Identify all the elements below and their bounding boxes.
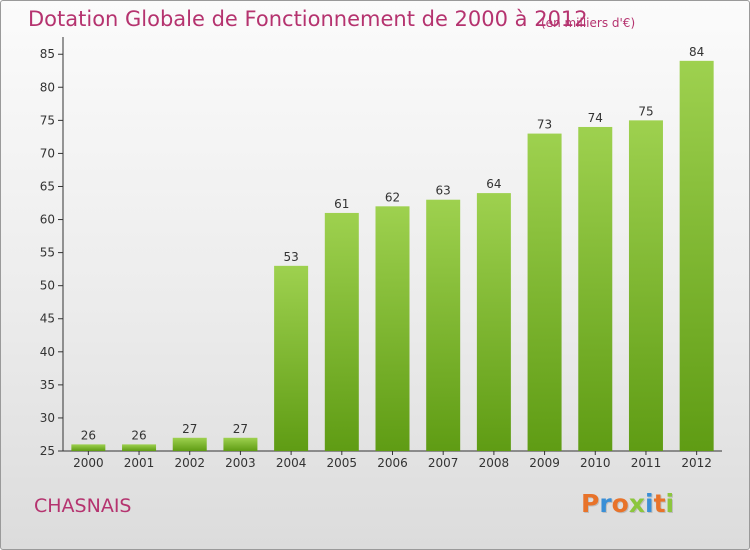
y-tick-label: 75 xyxy=(40,113,55,127)
bar xyxy=(578,126,613,451)
data-label: 63 xyxy=(436,184,451,198)
bar xyxy=(172,437,207,451)
commune-name: CHASNAIS xyxy=(34,495,132,517)
x-tick-label: 2010 xyxy=(580,456,611,470)
data-label: 27 xyxy=(233,422,248,436)
y-tick-label: 80 xyxy=(40,80,55,94)
data-label: 74 xyxy=(588,111,603,125)
data-label: 61 xyxy=(334,197,349,211)
chart-title: Dotation Globale de Fonctionnement de 20… xyxy=(28,7,588,31)
x-tick-label: 2009 xyxy=(529,456,560,470)
data-label: 75 xyxy=(638,104,653,118)
y-tick-label: 60 xyxy=(40,213,55,227)
data-label: 26 xyxy=(131,428,146,442)
y-tick-label: 85 xyxy=(40,47,55,61)
x-tick-label: 2008 xyxy=(479,456,510,470)
bar xyxy=(679,60,714,451)
data-label: 62 xyxy=(385,190,400,204)
y-tick-label: 55 xyxy=(40,246,55,260)
proxiti-logo: Proxiti xyxy=(581,489,674,518)
data-label: 84 xyxy=(689,45,704,59)
bar xyxy=(628,120,663,452)
logo-letter: P xyxy=(581,489,600,518)
x-tick-label: 2005 xyxy=(327,456,358,470)
bar xyxy=(426,199,461,451)
bar xyxy=(324,212,359,451)
x-tick-label: 2001 xyxy=(124,456,155,470)
logo-letter: o xyxy=(611,489,629,518)
bar xyxy=(375,206,410,451)
y-tick-label: 25 xyxy=(40,444,55,458)
bar xyxy=(476,193,511,451)
bar xyxy=(223,437,258,451)
bar xyxy=(274,265,309,451)
x-tick-label: 2003 xyxy=(225,456,256,470)
logo-letter: r xyxy=(599,489,612,518)
x-tick-label: 2006 xyxy=(377,456,408,470)
logo-letter: i xyxy=(665,489,675,518)
bar xyxy=(71,444,106,451)
y-tick-label: 50 xyxy=(40,279,55,293)
data-label: 53 xyxy=(283,250,298,264)
y-tick-label: 40 xyxy=(40,345,55,359)
logo-letter: i xyxy=(645,489,654,518)
y-tick-label: 45 xyxy=(40,312,55,326)
y-tick-label: 70 xyxy=(40,146,55,160)
data-label: 64 xyxy=(486,177,501,191)
x-tick-label: 2012 xyxy=(681,456,712,470)
x-tick-label: 2000 xyxy=(73,456,104,470)
logo-letter: x xyxy=(628,489,645,518)
y-tick-label: 65 xyxy=(40,179,55,193)
logo-letter: t xyxy=(653,489,666,518)
x-tick-label: 2002 xyxy=(174,456,205,470)
x-tick-label: 2007 xyxy=(428,456,459,470)
y-tick-label: 30 xyxy=(40,411,55,425)
y-tick-label: 35 xyxy=(40,378,55,392)
data-label: 73 xyxy=(537,118,552,132)
data-label: 26 xyxy=(81,428,96,442)
chart-subtitle: (en milliers d'€) xyxy=(541,16,636,30)
data-label: 27 xyxy=(182,422,197,436)
bar xyxy=(122,444,157,451)
x-tick-label: 2004 xyxy=(276,456,307,470)
bar xyxy=(527,133,562,452)
x-tick-label: 2011 xyxy=(631,456,662,470)
